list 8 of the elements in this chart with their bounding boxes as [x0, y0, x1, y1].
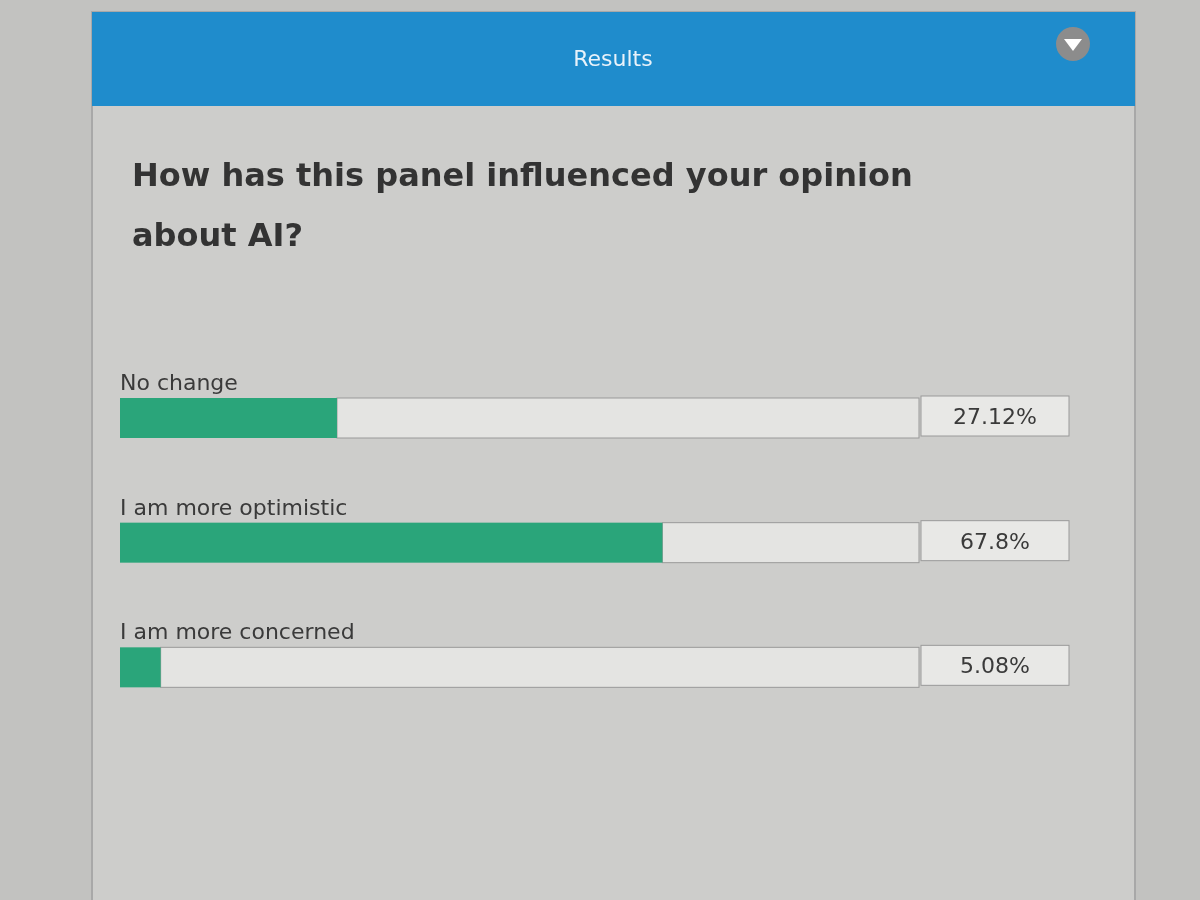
- data-label: 67.8%: [960, 528, 1030, 554]
- y-tick-label: I am more concerned: [120, 619, 355, 645]
- chart-title: Results: [573, 46, 653, 71]
- data-label: 5.08%: [960, 653, 1030, 679]
- chart-subtitle: How has this panel influenced your opinion about AI?: [132, 156, 913, 254]
- y-tick-label: I am more optimistic: [120, 494, 348, 520]
- y-tick-label: No change: [120, 370, 238, 395]
- data-label: 27.12%: [953, 404, 1037, 429]
